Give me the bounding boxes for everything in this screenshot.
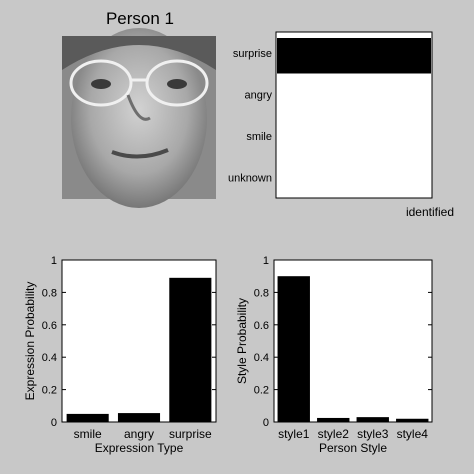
style-category-label: style2	[318, 427, 350, 441]
expression-ytick-label: 0.6	[42, 320, 57, 332]
style-ytick-label: 0.4	[254, 352, 269, 364]
expression-ytick-label: 0.2	[42, 385, 57, 397]
expression-bar	[66, 413, 109, 422]
style-ytick-label: 1	[263, 255, 269, 267]
identified-category-label: angry	[244, 89, 272, 101]
expression-ytick-label: 0.8	[42, 287, 57, 299]
style-category-label: style1	[278, 427, 310, 441]
style-ytick-label: 0.2	[254, 385, 269, 397]
figure-title: Person 1	[106, 9, 174, 28]
identified-category-label: surprise	[233, 48, 272, 60]
style-category-label: style3	[357, 427, 389, 441]
style-ytick-label: 0.6	[254, 320, 269, 332]
style-ylabel: Style Probability	[235, 298, 249, 384]
identified-panel: unknown smile angry surprise identified	[228, 31, 454, 219]
expression-bar	[117, 413, 161, 422]
style-ytick-label: 0	[263, 417, 269, 429]
identified-bar	[277, 38, 431, 74]
style-bar	[356, 417, 389, 422]
expression-ylabel: Expression Probability	[23, 282, 37, 401]
style-xlabel: Person Style	[319, 441, 387, 455]
expression-ytick-label: 1	[51, 255, 57, 267]
face-image	[62, 28, 216, 208]
identified-axis-label: identified	[406, 205, 454, 219]
style-category-label: style4	[397, 427, 429, 441]
style-chart: 0 0.2 0.4 0.6 0.8 1 style1 style2 style3 style4 Pe…	[235, 255, 433, 455]
expression-bar	[169, 277, 212, 422]
style-bar	[317, 417, 350, 422]
expression-category-label: angry	[124, 427, 154, 441]
style-ytick-label: 0.8	[254, 287, 269, 299]
expression-ytick-label: 0	[51, 417, 57, 429]
expression-category-label: surprise	[169, 427, 212, 441]
expression-category-label: smile	[74, 427, 102, 441]
expression-xlabel: Expression Type	[95, 441, 184, 455]
identified-category-label: smile	[246, 131, 272, 143]
expression-ytick-label: 0.4	[42, 352, 57, 364]
style-bar	[396, 418, 429, 422]
style-bar	[277, 276, 310, 422]
identified-category-label: unknown	[228, 172, 272, 184]
